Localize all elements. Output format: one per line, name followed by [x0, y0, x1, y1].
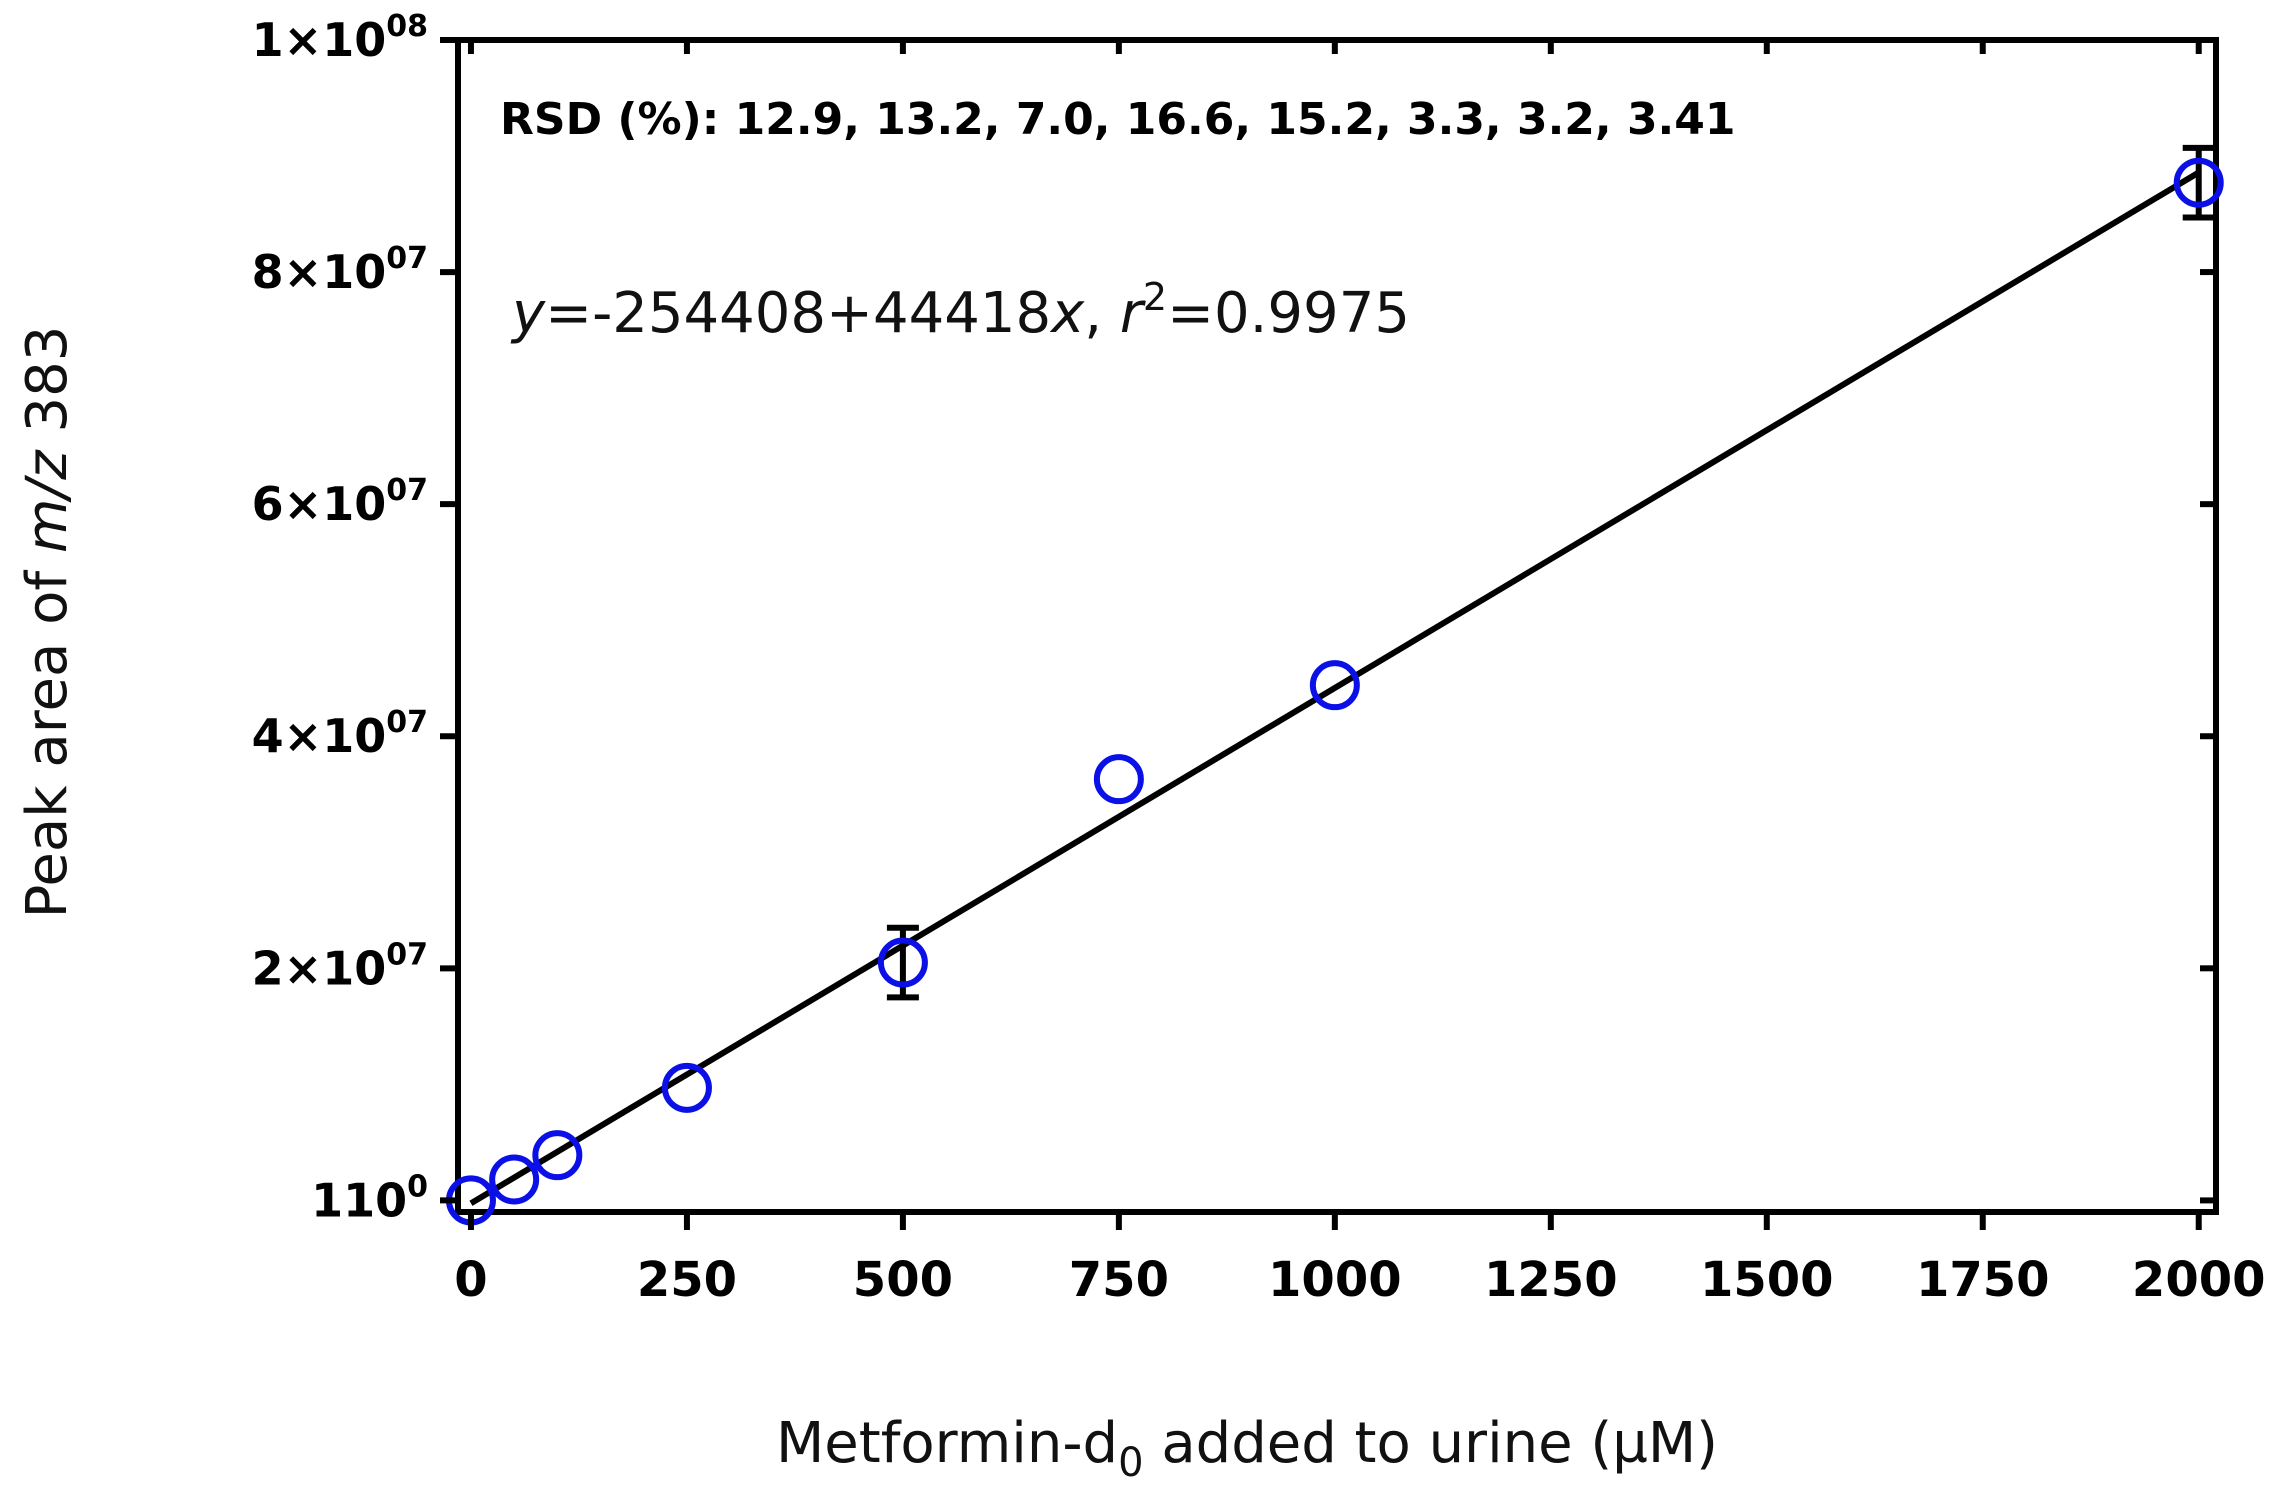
y-axis-ticks: 1100 2×1007 4×1007 6×1007 8×1007 1×1008	[252, 9, 2216, 1227]
y-tick-label: 1100	[311, 1169, 428, 1227]
error-bars	[886, 144, 2215, 1001]
x-tick-label: 1000	[1268, 1252, 1402, 1308]
equation-y: y	[510, 281, 546, 346]
fit-equation: y=-254408+44418x, r2=0.9975	[510, 275, 1410, 346]
y-tick-label: 1×1008	[252, 9, 428, 67]
x-axis-title-subscript: 0	[1118, 1440, 1143, 1486]
rsd-annotation: RSD (%): 12.9, 13.2, 7.0, 16.6, 15.2, 3.…	[500, 94, 1736, 145]
x-tick-label: 1250	[1484, 1252, 1618, 1308]
y-axis-title: Peak area of m/z 383	[15, 326, 80, 919]
data-point	[489, 1154, 540, 1205]
equation-comma: ,	[1084, 281, 1120, 346]
equation-body: =-254408+44418	[545, 281, 1051, 346]
x-tick-label: 500	[853, 1252, 953, 1308]
data-point	[2173, 157, 2224, 208]
data-point	[1093, 754, 1144, 805]
equation-r-superscript: 2	[1143, 275, 1167, 319]
plot-frame	[455, 37, 2219, 1215]
x-tick-label: 1750	[1916, 1252, 2050, 1308]
plot-border	[455, 37, 2219, 1215]
x-axis-title-prefix: Metformin-d	[776, 1411, 1118, 1476]
data-point	[661, 1062, 712, 1113]
fit-line	[469, 169, 2201, 1206]
y-tick-label: 2×1007	[252, 937, 428, 995]
x-axis-ticks: 0 250 500 750 1000 1250 1500 1750 2000	[454, 40, 2266, 1308]
x-tick-label: 0	[454, 1252, 487, 1308]
equation-x: x	[1049, 281, 1085, 346]
x-axis-title: Metformin-d0 added to urine (µM)	[776, 1411, 1718, 1486]
data-point	[532, 1130, 583, 1181]
equation-tail: =0.9975	[1167, 281, 1410, 346]
data-points	[445, 157, 2224, 1226]
x-tick-label: 750	[1069, 1252, 1169, 1308]
x-axis-title-suffix: added to urine (µM)	[1144, 1411, 1719, 1476]
y-tick-label: 4×1007	[252, 705, 428, 763]
fit-line-layer	[469, 169, 2201, 1206]
x-tick-label: 250	[637, 1252, 737, 1308]
y-axis-title-italic: m/z	[15, 449, 80, 553]
x-tick-label: 2000	[2132, 1252, 2266, 1308]
y-tick-label: 8×1007	[252, 241, 428, 299]
y-axis-title-prefix: Peak area of	[15, 553, 80, 918]
equation-r: r	[1120, 281, 1146, 346]
x-tick-label: 1500	[1700, 1252, 1834, 1308]
y-tick-label: 6×1007	[252, 473, 428, 531]
data-point	[1309, 660, 1360, 711]
y-axis-title-suffix: 383	[15, 326, 80, 451]
data-point	[877, 937, 928, 988]
